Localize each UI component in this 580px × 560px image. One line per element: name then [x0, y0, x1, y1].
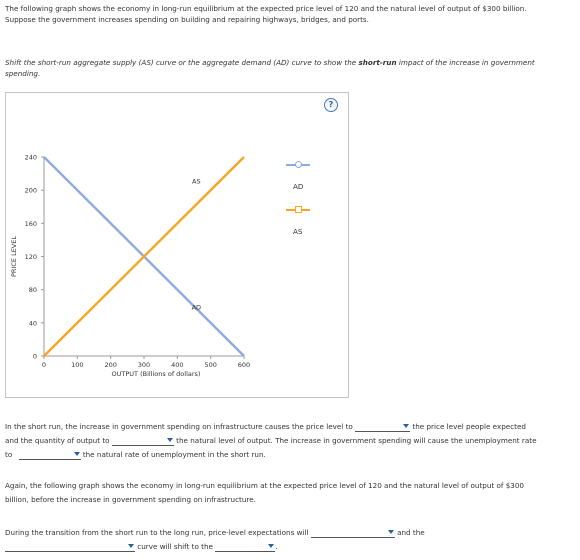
- q1-part-4: the natural level of output. The increas…: [176, 436, 537, 445]
- y-tick-label: 200: [25, 187, 37, 195]
- legend-ad-handle[interactable]: [295, 161, 302, 168]
- x-tick-label: 600: [238, 361, 250, 369]
- q1-part-5: to: [5, 450, 13, 459]
- instruction-prefix: Shift the short-run aggregate supply (AS…: [5, 58, 359, 67]
- chevron-down-icon: [268, 544, 275, 548]
- legend-panel: AD AS: [282, 158, 322, 243]
- question-2: During the transition from the short run…: [5, 527, 577, 552]
- q2-part-3: curve will shift to the: [137, 542, 213, 551]
- unemployment-dropdown[interactable]: [18, 450, 81, 460]
- q1-part-1: In the short run, the increase in govern…: [5, 422, 353, 431]
- chevron-down-icon: [403, 424, 410, 428]
- chevron-down-icon: [73, 452, 80, 456]
- graph-panel: [5, 92, 349, 398]
- instruction-text: Shift the short-run aggregate supply (AS…: [5, 57, 575, 79]
- help-icon[interactable]: ?: [324, 98, 338, 112]
- direction-dropdown[interactable]: [215, 542, 276, 552]
- chevron-down-icon: [128, 544, 134, 548]
- price-level-dropdown[interactable]: [355, 422, 411, 432]
- again-text: Again, the following graph shows the eco…: [5, 480, 577, 505]
- q1-part-6: the natural rate of unemployment in the …: [82, 450, 266, 459]
- x-tick-label: 200: [104, 361, 116, 369]
- x-tick-label: 400: [171, 361, 183, 369]
- q2-part-1: During the transition from the short run…: [5, 528, 309, 537]
- x-tick-label: 500: [204, 361, 216, 369]
- q2-part-4: .: [275, 542, 278, 551]
- chart-area: 0 40 80 120 160 200 240 0 100 200 300 400 500 600 OUTP…: [10, 154, 250, 379]
- curve-label-ad: AD: [192, 304, 201, 312]
- y-tick-label: 0: [33, 353, 37, 361]
- q1-part-2: the price level people expected: [412, 422, 526, 431]
- intro-text: The following graph shows the economy in…: [5, 3, 575, 25]
- chevron-down-icon: [387, 530, 394, 534]
- legend-as-label: AS: [293, 227, 303, 236]
- y-tick-label: 40: [29, 319, 37, 327]
- again-line-2: billion, before the increase in governme…: [5, 495, 256, 504]
- intro-line-1: The following graph shows the economy in…: [5, 4, 527, 13]
- y-tick-label: 80: [29, 286, 37, 294]
- question-1: In the short run, the increase in govern…: [5, 421, 577, 460]
- as-curve: [43, 156, 245, 357]
- expectations-dropdown[interactable]: [310, 528, 395, 538]
- y-tick-label: 160: [25, 220, 37, 228]
- again-line-1: Again, the following graph shows the eco…: [5, 481, 525, 490]
- instruction-bold: short-run: [358, 58, 397, 67]
- chevron-down-icon: [166, 438, 173, 442]
- legend-ad-label: AD: [293, 182, 304, 191]
- y-axis-label: PRICE LEVEL: [10, 236, 18, 277]
- x-tick-label: 0: [42, 361, 46, 369]
- intro-line-2: Suppose the government increases spendin…: [5, 15, 369, 24]
- x-tick-label: 300: [138, 361, 150, 369]
- legend-as-handle[interactable]: [295, 206, 302, 213]
- q2-part-2: and the: [397, 528, 425, 537]
- y-tick-label: 120: [25, 253, 37, 261]
- x-axis-label: OUTPUT (Billions of dollars): [112, 370, 201, 378]
- y-tick-label: 240: [25, 154, 37, 162]
- q1-part-3: and the quantity of output to: [5, 436, 110, 445]
- instruction-suffix: impact of the increase in government: [396, 58, 535, 67]
- output-dropdown[interactable]: [111, 436, 174, 446]
- x-tick-label: 100: [71, 361, 83, 369]
- curve-dropdown[interactable]: [5, 542, 135, 552]
- instruction-line-2: spending.: [5, 69, 41, 78]
- curve-label-as: AS: [192, 178, 201, 186]
